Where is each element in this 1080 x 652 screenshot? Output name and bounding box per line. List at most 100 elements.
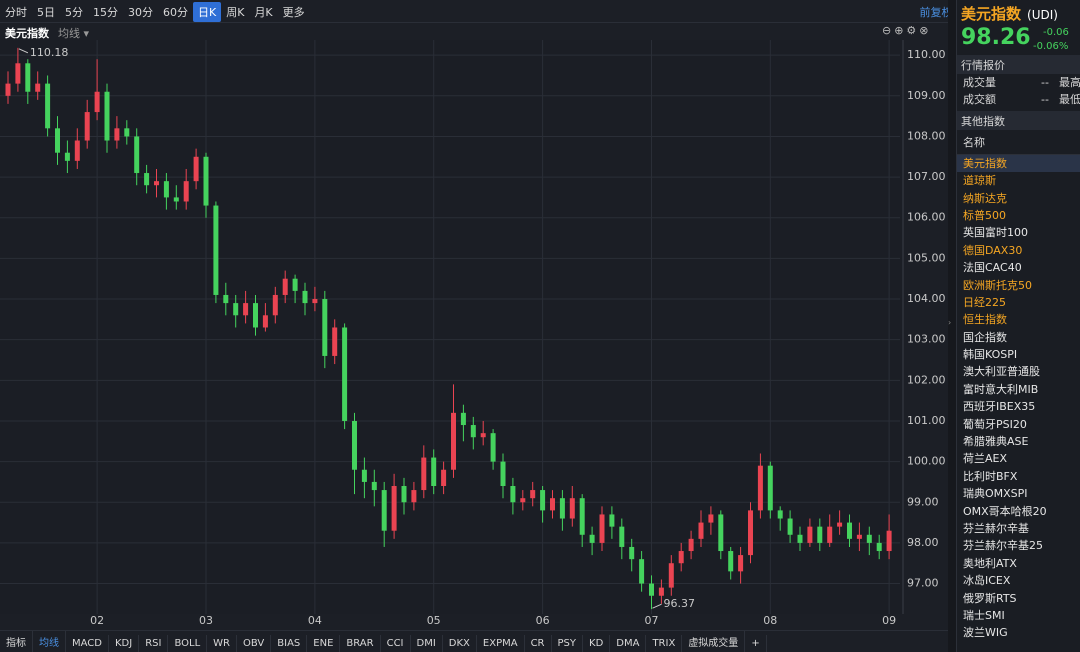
indicator-tab[interactable]: DMA (610, 635, 647, 652)
index-item[interactable]: 日经225 (963, 295, 1006, 309)
indicator-tab[interactable]: DKX (443, 635, 477, 652)
period-tab[interactable]: 5日 (37, 6, 55, 19)
candle-body (173, 197, 179, 202)
indicator-tab[interactable]: MACD (66, 635, 109, 652)
candle-body (203, 156, 209, 206)
indicator-tab[interactable]: KD (583, 635, 611, 652)
y-tick-label: 101.00 (907, 414, 946, 427)
chart-header: 美元指数 均线 ▾ ⊖⊕⚙⊗ (0, 22, 948, 41)
index-name: 美元指数 (961, 5, 1022, 23)
quote-row: 成交量 -- 最高 (957, 74, 1080, 91)
indicator-tab[interactable]: 虚拟成交量 (682, 631, 746, 652)
indicator-tab[interactable]: BIAS (271, 635, 308, 652)
period-tab[interactable]: 15分 (93, 6, 118, 19)
period-tab[interactable]: 月K (254, 6, 273, 19)
y-tick-label: 99.00 (907, 495, 939, 508)
candle-body (817, 526, 823, 543)
indicator-tab[interactable]: CCI (381, 635, 411, 652)
index-item[interactable]: 法国CAC40 (963, 261, 1022, 275)
candle-body (886, 530, 892, 552)
period-tab[interactable]: 更多 (282, 6, 305, 19)
index-item[interactable]: 德国DAX30 (963, 243, 1023, 257)
index-item[interactable]: 道琼斯 (963, 174, 996, 188)
chart-icons[interactable]: ⊖⊕⚙⊗ (882, 24, 932, 37)
candle-body (411, 490, 417, 503)
index-item[interactable]: 芬兰赫尔辛基25 (963, 539, 1043, 553)
candle-body (391, 486, 397, 531)
index-item[interactable]: 瑞士SMI (963, 608, 1005, 622)
candle-body (322, 299, 328, 356)
section-title: 其他指数 (957, 110, 1080, 130)
index-item[interactable]: 葡萄牙PSI20 (963, 417, 1027, 431)
index-item[interactable]: 国企指数 (963, 330, 1007, 344)
index-item[interactable]: 澳大利亚普通股 (963, 365, 1040, 379)
candle-body (272, 294, 278, 316)
candle-body (401, 486, 407, 503)
period-tab[interactable]: 30分 (128, 6, 153, 19)
candle-body (104, 91, 110, 141)
period-tab[interactable]: 分时 (5, 6, 27, 19)
candle-body (480, 433, 486, 438)
index-item[interactable]: 英国富时100 (963, 226, 1028, 240)
indicator-tab[interactable]: DMI (411, 635, 443, 652)
y-tick-label: 105.00 (907, 251, 946, 264)
indicator-tab[interactable]: OBV (237, 635, 272, 652)
period-tab[interactable]: 5分 (65, 6, 83, 19)
indicator-tab[interactable]: 指标 (0, 631, 33, 652)
candle-body (253, 303, 258, 328)
indicator-tab[interactable]: + (745, 635, 767, 652)
candle-body (5, 83, 11, 96)
index-item[interactable]: 恒生指数 (963, 313, 1007, 327)
toolbar-option[interactable]: 前复权 (919, 6, 953, 19)
indicator-tab[interactable]: TRIX (646, 635, 683, 652)
candle-body (649, 583, 654, 596)
max-pointer (18, 48, 29, 54)
index-item[interactable]: 俄罗斯RTS (963, 591, 1017, 605)
candle-body (431, 457, 437, 486)
candle-body (213, 205, 219, 295)
indicator-tab[interactable]: 均线 (33, 631, 66, 652)
indicator-tab[interactable]: WR (207, 635, 237, 652)
indicator-tab[interactable]: RSI (139, 635, 169, 652)
index-item[interactable]: 美元指数 (957, 154, 1080, 173)
index-item[interactable]: 富时意大利MIB (963, 382, 1039, 396)
period-tab[interactable]: 日K (193, 2, 222, 22)
indicator-tab[interactable]: ENE (307, 635, 341, 652)
index-item[interactable]: OMX哥本哈根20 (963, 504, 1047, 518)
index-item[interactable]: 芬兰赫尔辛基 (963, 521, 1029, 535)
index-item[interactable]: 纳斯达克 (963, 191, 1007, 205)
indicator-tab[interactable]: BRAR (340, 635, 381, 652)
index-item[interactable]: 荷兰AEX (963, 452, 1008, 466)
candle-body (619, 526, 625, 547)
index-item[interactable]: 瑞典OMXSPI (963, 487, 1028, 501)
index-item[interactable]: 标普500 (963, 208, 1006, 222)
index-item[interactable]: 欧洲斯托克50 (963, 278, 1032, 292)
indicator-tab[interactable]: KDJ (109, 635, 140, 652)
candle-body (787, 518, 793, 535)
index-item[interactable]: 冰岛ICEX (963, 574, 1011, 588)
index-item[interactable]: 西班牙IBEX35 (963, 400, 1036, 414)
candle-body (64, 152, 70, 161)
candle-body (124, 128, 130, 137)
candle-body (282, 278, 288, 295)
x-tick-label: 07 (645, 614, 659, 627)
indicator-tab[interactable]: BOLL (168, 635, 208, 652)
candle-body (302, 290, 308, 304)
index-item[interactable]: 比利时BFX (963, 469, 1018, 483)
candle-body (342, 327, 348, 421)
candle-body (639, 559, 645, 584)
indicator-tab[interactable]: EXPMA (477, 635, 525, 652)
indicator-tab[interactable]: PSY (552, 635, 584, 652)
index-item[interactable]: 希腊雅典ASE (963, 435, 1029, 449)
index-item[interactable]: 奥地利ATX (963, 556, 1017, 570)
index-item[interactable]: 波兰WIG (963, 626, 1008, 640)
indicator-tab[interactable]: CR (525, 635, 552, 652)
candle-body (569, 498, 575, 519)
candle-body (134, 136, 140, 174)
candle-body (332, 327, 338, 356)
index-item[interactable]: 韩国KOSPI (963, 348, 1018, 362)
period-tab[interactable]: 60分 (163, 6, 188, 19)
period-tab[interactable]: 周K (226, 6, 245, 19)
candle-body (352, 420, 357, 470)
ma-select[interactable]: 均线 ▾ (58, 27, 90, 40)
